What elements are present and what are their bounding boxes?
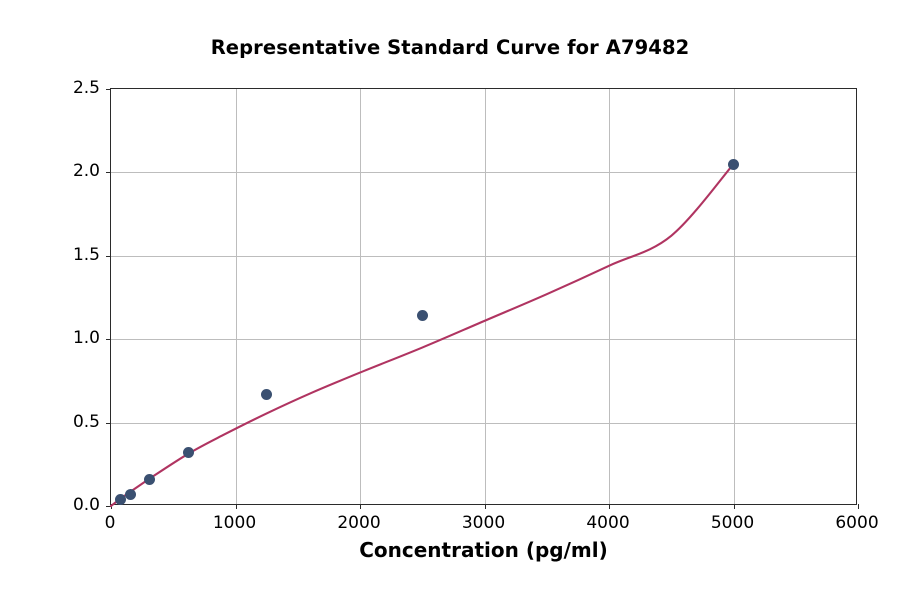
gridline-horizontal xyxy=(111,422,856,424)
x-tick xyxy=(235,504,237,509)
gridline-vertical xyxy=(733,89,735,504)
data-point xyxy=(261,388,273,400)
y-tick-label: 1.5 xyxy=(72,244,100,265)
x-tick-label: 0 xyxy=(104,513,116,533)
y-tick xyxy=(106,339,111,341)
x-tick-label: 6000 xyxy=(835,513,879,533)
data-point xyxy=(183,447,195,459)
fitted-curve xyxy=(109,163,735,508)
x-tick xyxy=(858,504,859,509)
y-tick xyxy=(106,255,111,257)
data-point xyxy=(416,310,428,322)
chart-title: Representative Standard Curve for A79482 xyxy=(210,36,690,59)
data-point xyxy=(728,158,739,170)
gridline-vertical xyxy=(360,89,361,504)
y-tick-label: 2.5 xyxy=(72,78,100,98)
gridline-vertical xyxy=(235,89,237,504)
y-tick xyxy=(106,422,111,424)
y-tick-label: 0.5 xyxy=(72,411,100,432)
x-tick xyxy=(484,504,486,509)
gridline-vertical xyxy=(609,89,610,504)
x-tick-label: 1000 xyxy=(212,513,257,533)
gridline-horizontal xyxy=(111,255,856,257)
x-tick xyxy=(360,504,361,509)
gridline-vertical xyxy=(484,89,486,504)
data-point xyxy=(144,473,156,485)
x-tick xyxy=(733,504,735,509)
curve-layer xyxy=(109,163,735,508)
x-axis-label: Concentration (pg/ml) xyxy=(359,538,608,562)
gridline-horizontal xyxy=(111,172,856,174)
plot-area xyxy=(106,88,859,509)
data-point xyxy=(124,488,136,500)
y-tick xyxy=(106,89,111,90)
y-tick-label: 0.0 xyxy=(72,495,100,515)
data-point xyxy=(115,493,127,505)
gridline-horizontal xyxy=(111,339,856,341)
y-tick-label: 1.0 xyxy=(72,328,100,349)
x-tick-label: 4000 xyxy=(586,513,630,533)
y-tick-label: 2.0 xyxy=(72,161,100,182)
x-tick xyxy=(609,504,610,509)
y-tick xyxy=(106,506,111,507)
x-tick-label: 2000 xyxy=(337,513,381,533)
x-tick-label: 3000 xyxy=(461,513,506,533)
x-tick-label: 5000 xyxy=(710,513,755,533)
y-tick xyxy=(106,172,111,174)
